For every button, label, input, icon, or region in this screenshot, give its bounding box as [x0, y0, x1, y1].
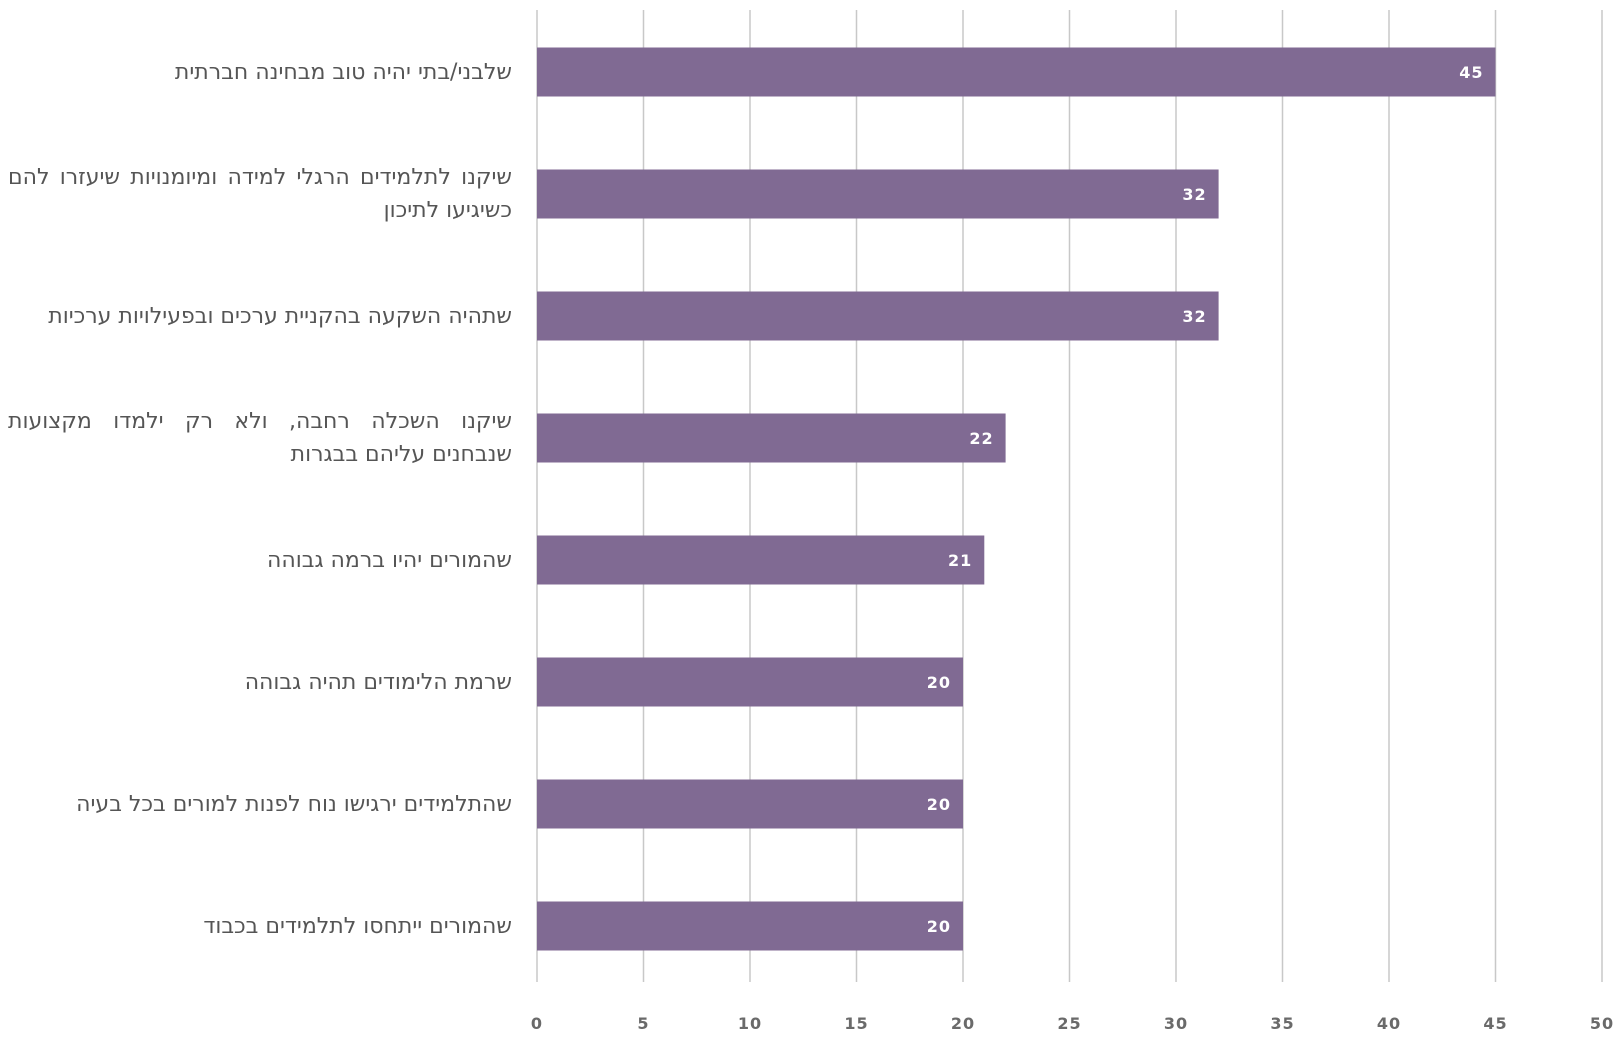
x-tick-label: 10: [738, 1014, 762, 1032]
category-label: שהמורים ייתחסו לתלמידים בכבוד: [203, 913, 512, 939]
x-tick-label: 5: [637, 1014, 649, 1032]
x-tick-label: 40: [1377, 1014, 1401, 1032]
data-label: 20: [927, 795, 951, 814]
bar: [537, 901, 963, 951]
data-label: 45: [1459, 63, 1483, 82]
data-label: 32: [1182, 185, 1206, 204]
bar: [537, 779, 963, 829]
category-label: שהמורים יהיו ברמה גבוהה: [267, 547, 512, 573]
bar: [537, 413, 1006, 463]
category-label: שתהיה השקעה בהקניית ערכים ובפעילויות ערכ…: [48, 303, 512, 329]
data-label: 21: [948, 551, 972, 570]
data-label: 20: [927, 917, 951, 936]
bar: [537, 535, 985, 585]
x-tick-label: 20: [951, 1014, 975, 1032]
bar: [537, 657, 963, 707]
x-tick-label: 45: [1483, 1014, 1507, 1032]
data-label: 20: [927, 673, 951, 692]
bar: [537, 291, 1219, 341]
bar: [537, 169, 1219, 219]
x-tick-label: 25: [1057, 1014, 1081, 1032]
data-label: 32: [1182, 307, 1206, 326]
category-label: שיקנו השכלה רחבה, ולא רק ילמדו מקצועות ש…: [8, 409, 512, 467]
data-label: 22: [969, 429, 993, 448]
x-tick-label: 15: [844, 1014, 868, 1032]
x-tick-label: 0: [531, 1014, 543, 1032]
x-tick-label: 50: [1590, 1014, 1614, 1032]
category-label: שיקנו לתלמידים הרגלי למידה ומיומנויות שי…: [8, 165, 512, 223]
bar: [537, 47, 1496, 97]
category-label: שלבני/בתי יהיה טוב מבחינה חברתית: [174, 59, 512, 85]
category-label: שהתלמידים ירגישו נוח לפנות למורים בכל בע…: [76, 791, 512, 817]
x-tick-label: 30: [1164, 1014, 1188, 1032]
x-tick-label: 35: [1270, 1014, 1294, 1032]
category-label: שרמת הלימודים תהיה גבוהה: [244, 669, 512, 695]
